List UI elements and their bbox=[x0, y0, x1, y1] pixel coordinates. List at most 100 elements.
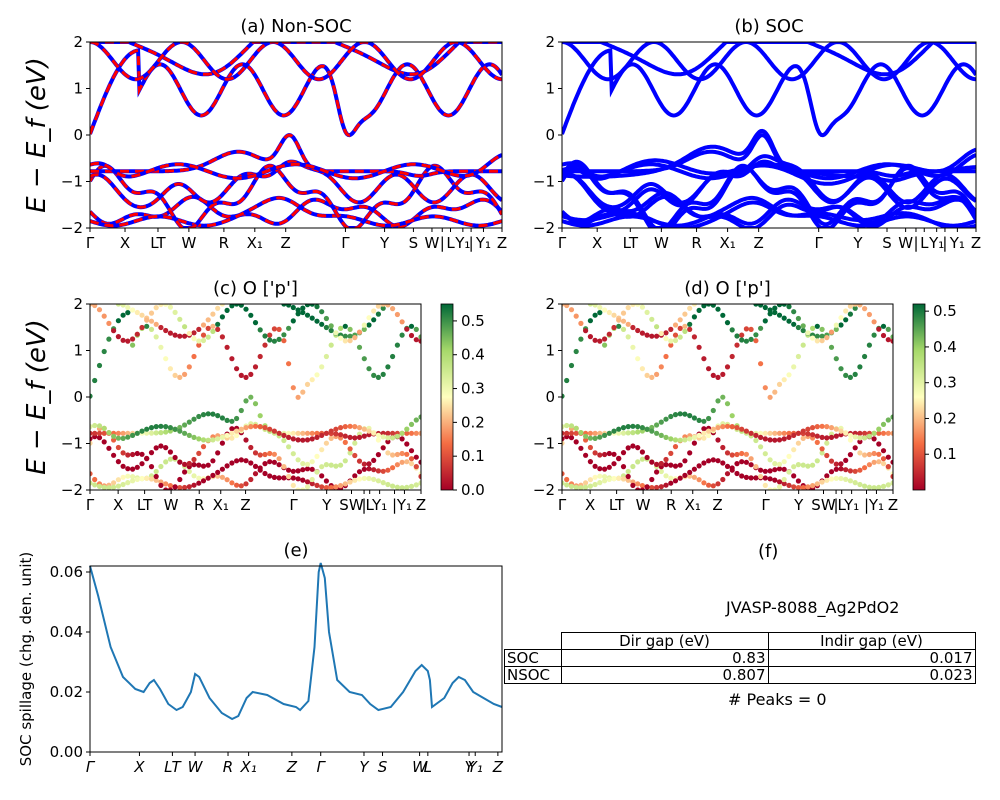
projection-point bbox=[380, 430, 386, 436]
projection-point bbox=[776, 484, 783, 490]
projection-point bbox=[333, 426, 339, 432]
projection-point bbox=[644, 484, 650, 490]
projection-point bbox=[375, 311, 381, 317]
projection-point bbox=[385, 364, 391, 370]
projection-point bbox=[720, 312, 726, 318]
projection-point bbox=[271, 428, 277, 434]
projection-point bbox=[611, 451, 617, 457]
projection-point bbox=[583, 433, 589, 439]
projection-point bbox=[672, 322, 679, 328]
projection-point bbox=[101, 313, 107, 319]
projection-point bbox=[248, 312, 254, 318]
projection-point bbox=[380, 480, 386, 486]
projection-point bbox=[408, 323, 415, 329]
projection-point bbox=[734, 333, 740, 339]
projection-point bbox=[776, 461, 783, 467]
projection-point bbox=[130, 466, 136, 472]
projection-point bbox=[200, 437, 207, 443]
projection-point bbox=[404, 441, 410, 447]
projection-point bbox=[408, 483, 415, 489]
projection-point bbox=[795, 324, 802, 331]
y-tick-label: 1 bbox=[73, 342, 83, 360]
projection-point bbox=[120, 481, 126, 488]
projection-point bbox=[635, 445, 641, 451]
projection-point bbox=[314, 318, 320, 324]
projection-point bbox=[602, 336, 608, 342]
projection-point bbox=[309, 304, 315, 307]
projection-point bbox=[682, 437, 688, 443]
projection-point bbox=[177, 333, 183, 339]
projection-point bbox=[238, 304, 244, 308]
projection-point bbox=[573, 439, 579, 445]
projection-point bbox=[691, 314, 698, 320]
projection-point bbox=[290, 451, 296, 457]
projection-point bbox=[606, 331, 612, 337]
projection-point bbox=[271, 338, 277, 344]
projection-point bbox=[380, 305, 386, 311]
projection-point bbox=[630, 423, 636, 429]
projection-point bbox=[772, 437, 778, 443]
projection-point bbox=[762, 482, 768, 488]
projection-point bbox=[828, 434, 835, 440]
projection-point bbox=[805, 484, 811, 490]
projection-point bbox=[748, 430, 754, 436]
projection-point bbox=[852, 468, 858, 474]
projection-point bbox=[304, 304, 311, 308]
projection-point bbox=[120, 450, 126, 456]
projection-point bbox=[347, 423, 353, 429]
projection-point bbox=[200, 332, 207, 338]
projection-point bbox=[356, 329, 363, 335]
y-axis-label-a: E − E_f (eV) bbox=[22, 57, 52, 213]
projection-point bbox=[654, 469, 660, 475]
projection-point bbox=[153, 468, 159, 475]
projection-point bbox=[668, 413, 674, 420]
x-tick-label: Y bbox=[321, 496, 332, 514]
x-tick-label: Γ bbox=[289, 496, 298, 514]
x-tick-label: X bbox=[120, 234, 130, 252]
projection-point bbox=[824, 440, 830, 446]
projection-point bbox=[366, 315, 372, 321]
projection-point bbox=[394, 433, 400, 439]
projection-point bbox=[800, 435, 806, 441]
projection-point bbox=[696, 307, 702, 313]
projection-point bbox=[304, 479, 311, 485]
projection-point bbox=[696, 432, 702, 438]
projection-point bbox=[177, 316, 183, 322]
projection-point bbox=[319, 432, 325, 438]
projection-point bbox=[182, 430, 188, 436]
projection-point bbox=[606, 430, 612, 436]
projection-point bbox=[281, 304, 287, 307]
x-tick-label: Y₁ bbox=[371, 496, 387, 514]
x-tick-label: SW bbox=[811, 496, 836, 514]
x-tick-label: S bbox=[378, 758, 388, 776]
projection-point bbox=[314, 304, 320, 310]
panel-title-e: (e) bbox=[283, 540, 308, 561]
projection-point bbox=[390, 435, 396, 441]
band-line-nsoc-red bbox=[90, 133, 502, 178]
projection-point bbox=[200, 478, 207, 484]
projection-point bbox=[191, 416, 197, 422]
projection-point bbox=[319, 484, 325, 490]
projection-point bbox=[862, 430, 868, 436]
projection-point bbox=[687, 326, 693, 332]
projection-point bbox=[371, 457, 377, 463]
projection-point bbox=[404, 459, 410, 465]
projection-point bbox=[205, 325, 211, 331]
projection-point bbox=[824, 335, 830, 341]
projection-point bbox=[281, 332, 287, 338]
projection-point bbox=[592, 430, 598, 436]
projection-point bbox=[371, 476, 377, 482]
projection-point bbox=[583, 328, 589, 334]
projection-point bbox=[649, 333, 655, 339]
x-tick-label: Z bbox=[497, 234, 507, 252]
projection-point bbox=[720, 460, 726, 466]
projection-point bbox=[385, 450, 391, 456]
y-tick-label: 2 bbox=[545, 295, 555, 313]
projection-point bbox=[876, 484, 882, 490]
colorbar-bar bbox=[912, 303, 926, 491]
projection-point bbox=[210, 323, 216, 329]
projection-point bbox=[262, 425, 268, 431]
projection-point bbox=[418, 480, 421, 486]
projection-point bbox=[597, 480, 603, 486]
projection-point bbox=[663, 473, 669, 479]
